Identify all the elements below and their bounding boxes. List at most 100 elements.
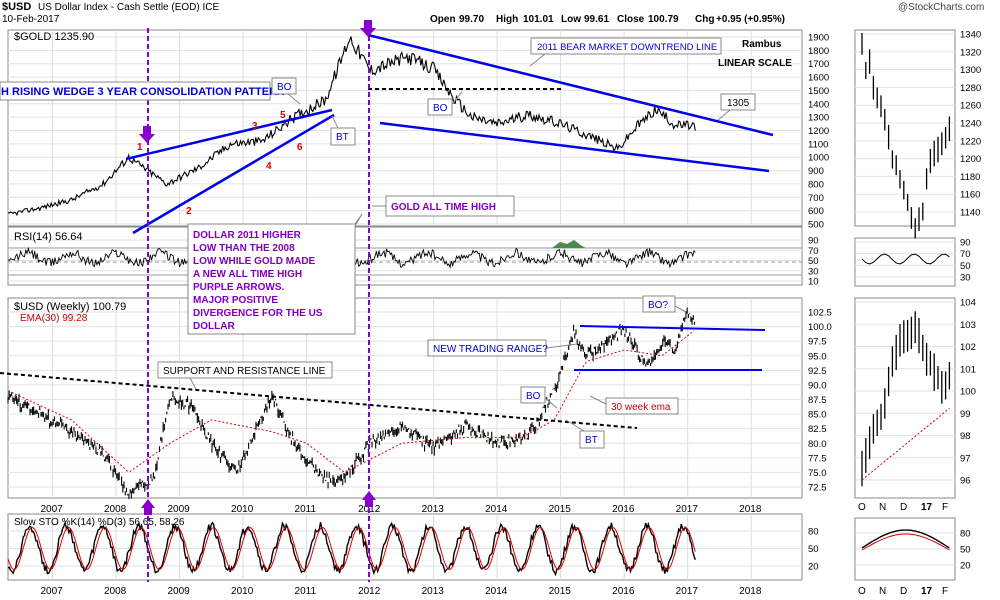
right-gold-y-tick-label: 1160 xyxy=(960,190,980,201)
right-gold-frame xyxy=(854,29,956,227)
bear-downtrend-line xyxy=(367,33,774,137)
range-top-line xyxy=(579,325,766,331)
sto-d-line xyxy=(7,526,696,571)
high-value: 101.01 xyxy=(523,14,554,25)
support-resistance-line xyxy=(0,372,638,429)
right-usd-x-label: O xyxy=(858,502,866,513)
chg-value: +0.95 (+0.95%) xyxy=(716,14,785,25)
right-sto-x-label: 17 xyxy=(921,586,933,597)
open-label: Open xyxy=(430,14,456,25)
usd-year-label: 2017 xyxy=(676,504,699,515)
usd-year-label: 2013 xyxy=(422,504,445,515)
usd-year-label: 2018 xyxy=(739,504,762,515)
usd-y-tick-label: 102.5 xyxy=(808,308,832,319)
new-trading-range-callout: NEW TRADING RANGE? xyxy=(427,339,578,357)
svg-text:2011 BEAR MARKET DOWNTREND LIN: 2011 BEAR MARKET DOWNTREND LINE xyxy=(537,42,717,53)
right-sto-x-label: O xyxy=(858,586,866,597)
gold-legend: $GOLD 1235.90 xyxy=(14,31,94,43)
bo-gold-callout-1: BO xyxy=(271,77,301,105)
right-sto-y-tick-label: 80 xyxy=(960,529,971,540)
rsi-y-tick-label: 10 xyxy=(808,277,819,288)
svg-text:30 week ema: 30 week ema xyxy=(611,402,671,413)
right-usd-y-tick-label: 100 xyxy=(960,387,976,398)
sto-legend: Slow STO %K(14) %D(3) 56.65, 58.26 xyxy=(14,517,185,528)
purple-arrow-gold-2008 xyxy=(139,126,155,143)
right-gold-y-tick-label: 1340 xyxy=(960,30,981,41)
open-value: 99.70 xyxy=(459,14,484,25)
purple-arrow-usd-2008 xyxy=(141,499,155,515)
close-label: Close xyxy=(617,14,645,25)
series-layer xyxy=(7,33,951,577)
bt-gold-callout: BT xyxy=(330,115,356,146)
rsi-y-tick-label: 50 xyxy=(808,256,819,267)
wave-label-4: 4 xyxy=(266,161,272,172)
ema-callout: 30 week ema xyxy=(589,395,679,415)
sto-year-label: 2007 xyxy=(40,586,63,597)
right-sto-y-tick-label: 50 xyxy=(960,545,971,556)
svg-text:BT: BT xyxy=(585,435,598,446)
bear-lower-line xyxy=(379,121,770,173)
sto-y-tick-label: 20 xyxy=(808,562,819,573)
usd-y-tick-label: 82.5 xyxy=(808,424,827,435)
right-usd-y-tick-label: 96 xyxy=(960,476,971,487)
wave-label-5: 5 xyxy=(280,110,286,121)
usd-y-tick-label: 80.0 xyxy=(808,439,827,450)
purple-arrow-usd-2011 xyxy=(362,491,376,507)
gold-y-tick-label: 1700 xyxy=(808,59,829,70)
usd-year-label: 2009 xyxy=(168,504,191,515)
gold-y-tick-label: 500 xyxy=(808,220,824,231)
sto-panel-frame xyxy=(7,513,803,581)
right-usd-y-tick-label: 104 xyxy=(960,298,976,309)
sto-year-label: 2010 xyxy=(231,586,254,597)
usd-price-bars xyxy=(7,307,696,500)
right-sto-d-line xyxy=(861,533,950,551)
svg-text:PURPLE ARROWS.: PURPLE ARROWS. xyxy=(193,282,285,293)
gold-y-tick-label: 900 xyxy=(808,166,824,177)
right-gold-y-tick-label: 1240 xyxy=(960,119,981,130)
rsi-y-tick-label: 70 xyxy=(808,246,819,257)
usd-y-tick-label: 72.5 xyxy=(808,483,827,494)
wedge-lower-line xyxy=(132,113,335,235)
usd-y-tick-label: 97.5 xyxy=(808,337,827,348)
sto-y-tick-label: 50 xyxy=(808,544,819,555)
wave-label-1: 1 xyxy=(137,142,143,153)
right-rsi-y-tick-label: 50 xyxy=(960,261,971,272)
right-usd-y-tick-label: 99 xyxy=(960,409,971,420)
right-gold-y-tick-label: 1200 xyxy=(960,154,981,165)
right-gold-y-tick-label: 1280 xyxy=(960,83,981,94)
svg-text:LOW THAN THE 2008: LOW THAN THE 2008 xyxy=(193,243,295,254)
axis-layer: 2007200720082008200920092010201020112011… xyxy=(40,30,981,598)
svg-text:A NEW ALL TIME HIGH: A NEW ALL TIME HIGH xyxy=(193,269,302,280)
bo-question-callout: BO? xyxy=(642,295,687,313)
svg-text:H RISING WEDGE 3 YEAR CONSOLID: H RISING WEDGE 3 YEAR CONSOLIDATION PATT… xyxy=(1,86,285,98)
ema-legend: EMA(30) 99.28 xyxy=(20,313,88,324)
svg-text:SUPPORT AND RESISTANCE LINE: SUPPORT AND RESISTANCE LINE xyxy=(163,366,326,377)
sto-year-label: 2017 xyxy=(676,586,699,597)
right-usd-ema xyxy=(861,407,950,481)
right-usd-bars xyxy=(861,311,951,487)
right-gold-y-tick-label: 1180 xyxy=(960,172,980,183)
scale-label: LINEAR SCALE xyxy=(718,58,792,69)
rsi-overbought-fill xyxy=(552,240,586,248)
right-gold-bars xyxy=(861,33,951,239)
usd-y-tick-label: 85.0 xyxy=(808,410,827,421)
chart-title: US Dollar Index - Cash Settle (EOD) ICE xyxy=(38,2,219,13)
usd-year-label: 2015 xyxy=(549,504,572,515)
gold-ath-callout: GOLD ALL TIME HIGH xyxy=(372,195,515,217)
right-rsi-y-tick-label: 30 xyxy=(960,273,971,284)
right-rsi-line xyxy=(861,253,950,265)
gold-y-tick-label: 1100 xyxy=(808,139,828,150)
right-usd-y-tick-label: 102 xyxy=(960,342,976,353)
svg-text:1305: 1305 xyxy=(727,98,750,109)
usd-year-label: 2014 xyxy=(485,504,508,515)
gold-y-tick-label: 1300 xyxy=(808,113,829,124)
rsi-y-tick-label: 30 xyxy=(808,266,819,277)
sto-year-label: 2008 xyxy=(104,586,127,597)
right-sto-x-label: F xyxy=(942,586,948,597)
right-usd-y-tick-label: 98 xyxy=(960,431,971,442)
sto-year-label: 2013 xyxy=(422,586,445,597)
gold-y-tick-label: 800 xyxy=(808,179,824,190)
sto-y-tick-label: 80 xyxy=(808,527,819,538)
rsi-legend: RSI(14) 56.64 xyxy=(14,231,82,243)
